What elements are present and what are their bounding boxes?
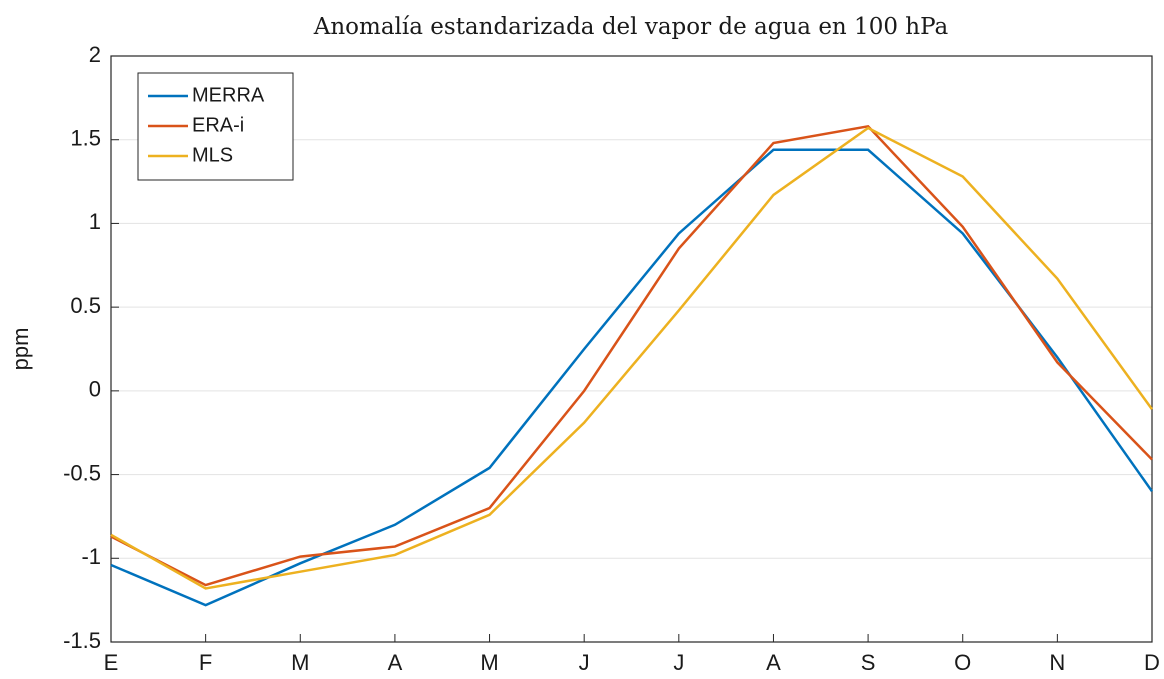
x-tick-label: J xyxy=(673,650,684,675)
series-line xyxy=(110,148,1154,607)
x-tick-label: J xyxy=(579,650,590,675)
x-tick-label: O xyxy=(954,650,971,675)
y-tick-label: -1 xyxy=(81,544,101,569)
y-tick-label: 1 xyxy=(89,209,101,234)
y-tick-label: 1.5 xyxy=(70,126,101,151)
x-tick-label: M xyxy=(291,650,309,675)
x-tick-label: M xyxy=(480,650,498,675)
y-tick-label: 0 xyxy=(89,377,101,402)
y-tick-label: 2 xyxy=(89,42,101,67)
series-line xyxy=(110,124,1153,587)
x-tick-label: F xyxy=(199,650,212,675)
chart-title: Anomalía estandarizada del vapor de agua… xyxy=(313,14,949,40)
x-tick-label: A xyxy=(388,650,403,675)
x-tick-label: S xyxy=(861,650,876,675)
x-tick-label: E xyxy=(104,650,119,675)
x-tick-label: D xyxy=(1144,650,1160,675)
y-tick-label: -0.5 xyxy=(63,460,101,485)
x-tick-label: A xyxy=(766,650,781,675)
y-axis-label: ppm xyxy=(8,328,33,371)
y-tick-label: -1.5 xyxy=(63,628,101,653)
plot-frame xyxy=(110,55,1153,643)
legend-label: ERA-i xyxy=(192,114,244,136)
x-tick-label: N xyxy=(1049,650,1065,675)
series-line xyxy=(110,126,1154,590)
legend-label: MERRA xyxy=(192,84,265,106)
legend-label: MLS xyxy=(192,144,233,166)
y-tick-label: 0.5 xyxy=(70,293,101,318)
